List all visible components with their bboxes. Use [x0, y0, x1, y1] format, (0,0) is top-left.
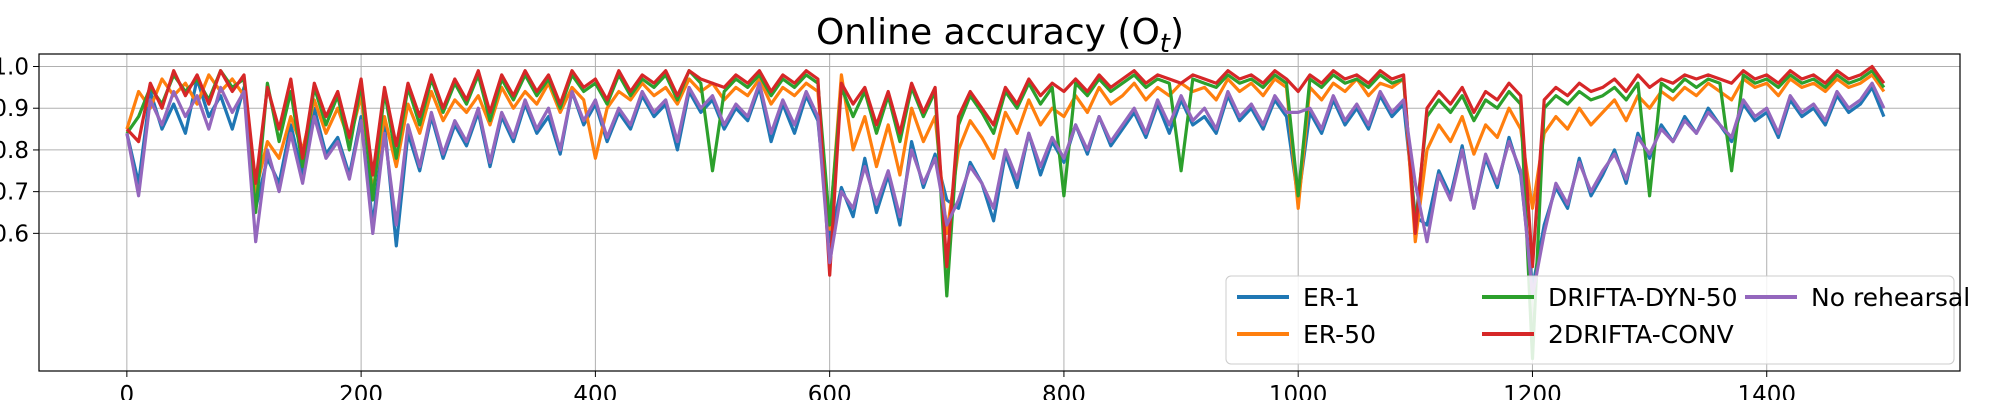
- y-tick-label: 0.9: [0, 96, 29, 122]
- x-tick-label: 1200: [1503, 382, 1562, 400]
- legend: ER-1 ER-50 DRIFTA-DYN-50 2DRIFTA-CONV No reh…: [1225, 275, 1970, 365]
- chart-title: Online accuracy (Ot): [816, 12, 1184, 59]
- y-axis: 0.6 0.7 0.8 0.9 1.0: [0, 55, 39, 247]
- y-tick-label: 0.7: [0, 180, 29, 206]
- x-tick-label: 800: [1042, 382, 1086, 400]
- y-tick-label: 0.6: [0, 221, 29, 247]
- x-tick-label: 600: [808, 382, 852, 400]
- series-line-4: [125, 81, 1886, 298]
- plot-frame: [38, 53, 1961, 372]
- series-line-1: [125, 73, 1886, 244]
- y-tick-label: 0.8: [0, 138, 29, 164]
- legend-label: 2DRIFTA-CONV: [1548, 320, 1734, 349]
- x-tick-label: 0: [120, 382, 135, 400]
- chart-title-suffix: ): [1170, 12, 1184, 53]
- x-tick-label: 1000: [1269, 382, 1328, 400]
- series-line-3: [125, 64, 1886, 277]
- legend-label: ER-50: [1303, 320, 1376, 349]
- x-axis: 0 200 400 600 800 1000 1200 1400: [120, 371, 1796, 404]
- legend-label: ER-1: [1303, 283, 1360, 312]
- chart-title-main: Online accuracy (O: [816, 12, 1160, 53]
- series-lines: [125, 64, 1886, 361]
- y-tick-label: 1.0: [0, 55, 29, 81]
- legend-label: DRIFTA-DYN-50: [1548, 283, 1738, 312]
- legend-label: No rehearsal: [1811, 283, 1970, 312]
- x-tick-label: 1400: [1737, 382, 1796, 400]
- chart-title-subscript: t: [1160, 29, 1171, 59]
- x-tick-label: 200: [339, 382, 383, 400]
- x-tick-label: 400: [573, 382, 617, 400]
